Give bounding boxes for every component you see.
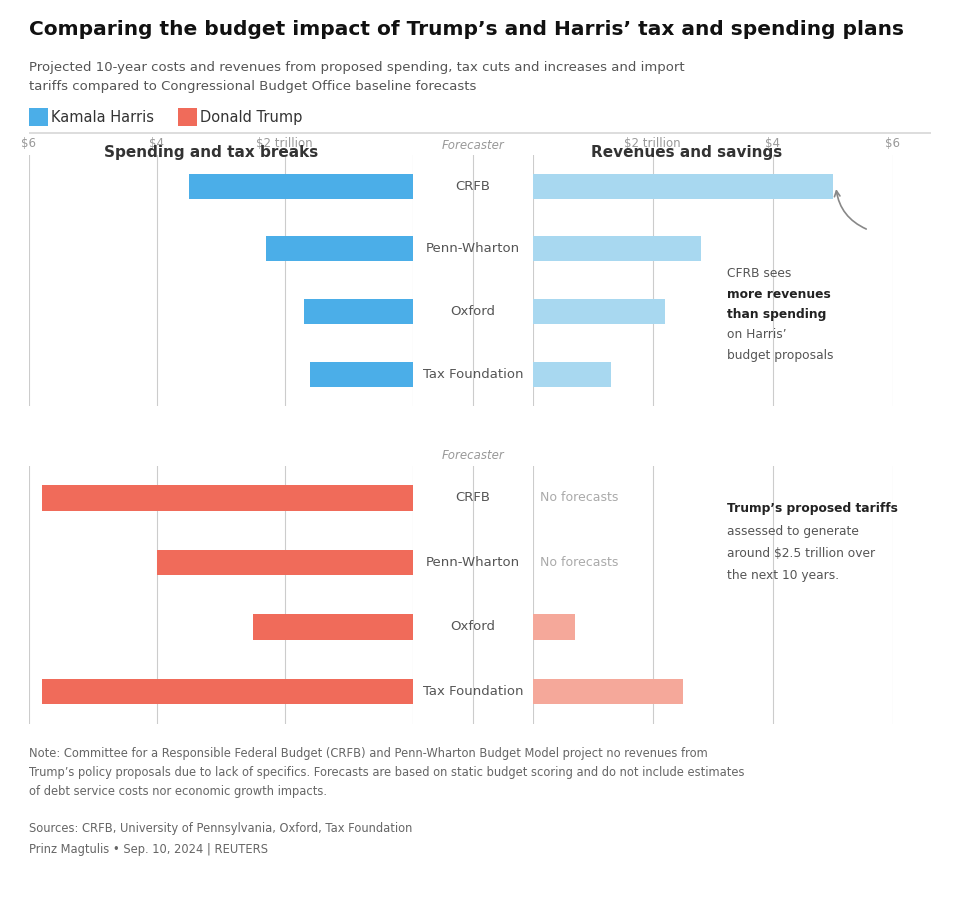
Bar: [41, 679, 413, 704]
Text: Comparing the budget impact of Trump’s and Harris’ tax and spending plans: Comparing the budget impact of Trump’s a…: [29, 20, 903, 40]
Bar: [533, 299, 665, 325]
Text: assessed to generate: assessed to generate: [727, 525, 858, 538]
Text: Spending and tax breaks: Spending and tax breaks: [104, 145, 319, 160]
Text: Trump’s proposed tariffs: Trump’s proposed tariffs: [727, 502, 898, 515]
Bar: [533, 679, 683, 704]
Bar: [533, 614, 575, 640]
Bar: [156, 550, 413, 575]
Text: on Harris’: on Harris’: [727, 328, 786, 341]
Text: budget proposals: budget proposals: [727, 349, 833, 361]
Bar: [533, 236, 701, 262]
Bar: [41, 485, 413, 511]
Text: Penn-Wharton: Penn-Wharton: [425, 556, 520, 569]
Text: $2 trillion: $2 trillion: [256, 136, 313, 150]
Bar: [252, 614, 413, 640]
Text: CFRB sees: CFRB sees: [727, 267, 795, 280]
Text: $2 trillion: $2 trillion: [625, 136, 681, 150]
Text: Sources: CRFB, University of Pennsylvania, Oxford, Tax Foundation: Sources: CRFB, University of Pennsylvani…: [29, 822, 412, 835]
Text: CRFB: CRFB: [455, 180, 491, 193]
Bar: [533, 173, 833, 199]
Text: Forecaster: Forecaster: [442, 139, 504, 152]
Text: $6: $6: [21, 136, 36, 150]
Text: No forecasts: No forecasts: [540, 491, 618, 504]
Text: $4: $4: [150, 136, 164, 150]
Text: Revenues and savings: Revenues and savings: [590, 145, 782, 160]
Text: Penn-Wharton: Penn-Wharton: [425, 242, 520, 255]
Bar: [304, 299, 413, 325]
Text: Projected 10-year costs and revenues from proposed spending, tax cuts and increa: Projected 10-year costs and revenues fro…: [29, 61, 684, 93]
Text: Note: Committee for a Responsible Federal Budget (CRFB) and Penn-Wharton Budget : Note: Committee for a Responsible Federa…: [29, 747, 744, 798]
Text: more revenues: more revenues: [727, 288, 830, 301]
Bar: [533, 361, 611, 387]
Text: than spending: than spending: [727, 308, 827, 321]
Text: No forecasts: No forecasts: [540, 556, 618, 569]
Bar: [189, 173, 413, 199]
Text: around $2.5 trillion over: around $2.5 trillion over: [727, 547, 875, 560]
Text: Oxford: Oxford: [450, 305, 495, 318]
Text: $6: $6: [885, 136, 900, 150]
Text: CRFB: CRFB: [455, 491, 491, 504]
Text: Prinz Magtulis • Sep. 10, 2024 | REUTERS: Prinz Magtulis • Sep. 10, 2024 | REUTERS: [29, 843, 268, 856]
Bar: [310, 361, 413, 387]
Text: Tax Foundation: Tax Foundation: [422, 368, 523, 381]
Text: Kamala Harris: Kamala Harris: [51, 110, 154, 124]
Text: the next 10 years.: the next 10 years.: [727, 569, 839, 582]
Bar: [266, 236, 413, 262]
Text: $4: $4: [765, 136, 780, 150]
Text: Forecaster: Forecaster: [442, 449, 504, 463]
Text: Donald Trump: Donald Trump: [200, 110, 302, 124]
Text: Tax Foundation: Tax Foundation: [422, 685, 523, 698]
Text: Oxford: Oxford: [450, 621, 495, 633]
